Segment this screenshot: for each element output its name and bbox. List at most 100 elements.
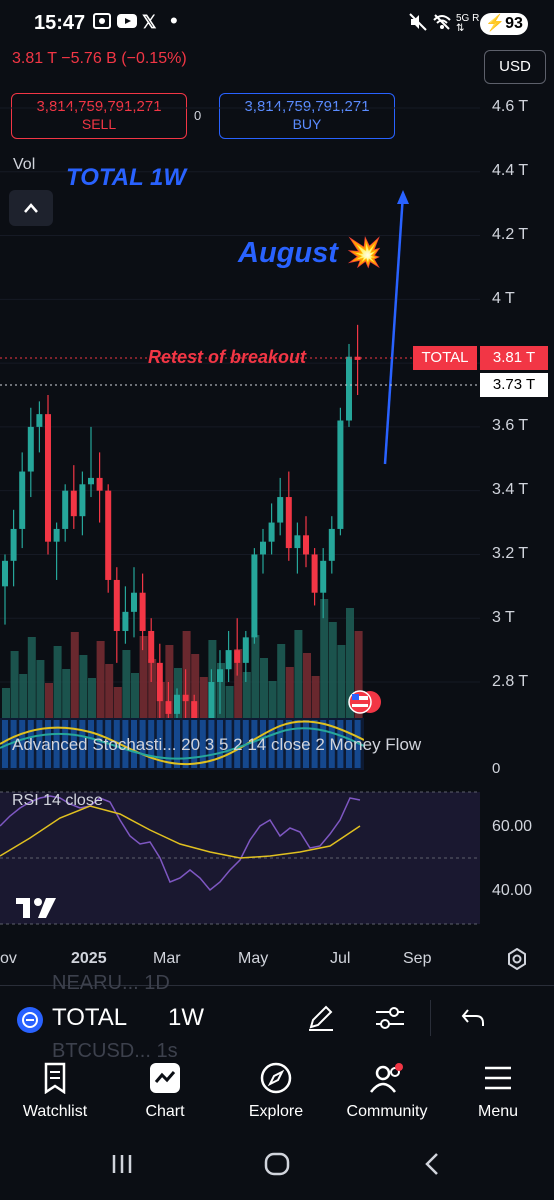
stochastic-histogram [2, 720, 361, 768]
volume-bar [88, 678, 96, 718]
candle-body [19, 471, 26, 529]
candle-body [88, 477, 94, 485]
stochastic-pane[interactable] [0, 718, 364, 770]
wifi-off-icon [432, 12, 452, 37]
candle-body [303, 535, 309, 555]
timeframe-selector[interactable]: 1W [168, 1004, 204, 1031]
nav-label: Menu [477, 1103, 519, 1120]
rsi-legend[interactable]: RSI 14 close [12, 792, 103, 809]
x-icon: 𝕏 [142, 12, 157, 32]
last-price-tag: 3.81 T [480, 346, 548, 370]
draw-pencil-icon[interactable] [306, 1002, 336, 1037]
y-axis-label: 4.6 T [492, 98, 529, 115]
volume-bar [62, 669, 71, 718]
rsi-level-label: 40.00 [492, 882, 533, 899]
volume-bar [354, 631, 363, 718]
collapse-button[interactable] [9, 190, 53, 226]
candle-body [36, 414, 43, 427]
chart-settings-gear-icon[interactable] [506, 947, 528, 975]
candle-body [234, 650, 241, 663]
spread-value: 0 [194, 108, 202, 123]
stochastic-bar [337, 720, 344, 768]
stochastic-bar [277, 720, 284, 768]
stochastic-bar [225, 720, 232, 768]
annotation-august: August 💥 [238, 237, 383, 269]
undo-icon[interactable] [460, 1006, 486, 1035]
stochastic-bar [328, 720, 335, 768]
volume-bar [225, 686, 234, 718]
candle-body [10, 528, 17, 561]
stochastic-legend[interactable]: Advanced Stochasti... 20 3 5 2 14 close … [12, 735, 422, 754]
stochastic-bar [346, 720, 352, 768]
battery-charging-icon: ⚡93 [480, 13, 528, 35]
stochastic-bar [268, 720, 275, 768]
candle-body [148, 630, 155, 663]
volume-bar [36, 660, 45, 718]
price-chart[interactable] [0, 86, 480, 726]
stochastic-bar [208, 720, 215, 768]
back-icon[interactable] [422, 1152, 442, 1181]
candle-body [182, 694, 189, 702]
nav-label: Explore [248, 1103, 304, 1120]
compass-icon [260, 1062, 292, 1098]
currency-selector[interactable]: USD [484, 50, 546, 84]
volume-bar [27, 637, 36, 718]
volume-bar [217, 663, 225, 718]
candle-body [96, 477, 103, 491]
volume-bar [277, 644, 286, 718]
volume-bar [19, 674, 28, 718]
volume-bar [148, 659, 157, 718]
candle-body [2, 560, 8, 587]
symbol-name[interactable]: TOTAL [52, 1004, 128, 1031]
nav-chart[interactable]: Chart [115, 1062, 215, 1121]
toolbar-divider [430, 1000, 431, 1036]
annotation-arrow [383, 193, 405, 465]
chart-grid [0, 107, 480, 683]
chart-icon [149, 1063, 181, 1098]
candle-body [79, 484, 86, 517]
crosshair-price-tag: 3.73 T [480, 373, 548, 397]
buy-label: BUY [292, 116, 322, 132]
volume-bar [105, 664, 114, 718]
x-axis-label: May [238, 950, 269, 967]
volume-bar [311, 676, 320, 718]
candle-body [156, 662, 163, 702]
indicator-settings-icon[interactable] [374, 1004, 406, 1037]
home-icon[interactable] [264, 1152, 290, 1181]
buy-price: 3,814,759,791,271 [244, 98, 370, 115]
volume-bar [294, 630, 303, 718]
x-axis-label: Mar [153, 950, 181, 967]
stochastic-bar [148, 720, 155, 768]
candle-body [70, 490, 77, 517]
screenshot-icon [92, 12, 112, 35]
stochastic-bar [19, 720, 26, 768]
recent-apps-icon[interactable] [110, 1152, 134, 1181]
candle-body [320, 560, 327, 593]
stochastic-bar [2, 720, 8, 768]
stochastic-bar [122, 720, 129, 768]
candle-body [268, 522, 275, 542]
stochastic-bar [96, 720, 103, 768]
sell-button[interactable]: 3,814,759,791,271 SELL [11, 93, 187, 139]
sell-price: 3,814,759,791,271 [36, 98, 162, 115]
stochastic-bar [191, 720, 198, 768]
nav-menu[interactable]: Menu [448, 1062, 548, 1121]
nav-label: Community [346, 1103, 428, 1120]
buy-button[interactable]: 3,814,759,791,271 BUY [219, 93, 395, 139]
nav-watchlist[interactable]: Watchlist [5, 1062, 105, 1121]
annotation-retest: Retest of breakout [148, 347, 307, 367]
rsi-pane[interactable] [0, 778, 480, 928]
candle-body [285, 497, 292, 549]
mute-icon [408, 12, 428, 37]
volume-bar [251, 635, 260, 718]
volume-bar [328, 622, 337, 718]
stochastic-bar [234, 720, 241, 768]
volume-bar [174, 668, 182, 718]
candle-body [242, 637, 249, 663]
volume-bar [113, 687, 122, 718]
volume-bar [45, 683, 53, 718]
nav-explore[interactable]: Explore [226, 1062, 326, 1121]
volume-bar [337, 645, 346, 718]
nav-community[interactable]: Community [337, 1062, 437, 1121]
nav-label: Chart [145, 1103, 185, 1120]
